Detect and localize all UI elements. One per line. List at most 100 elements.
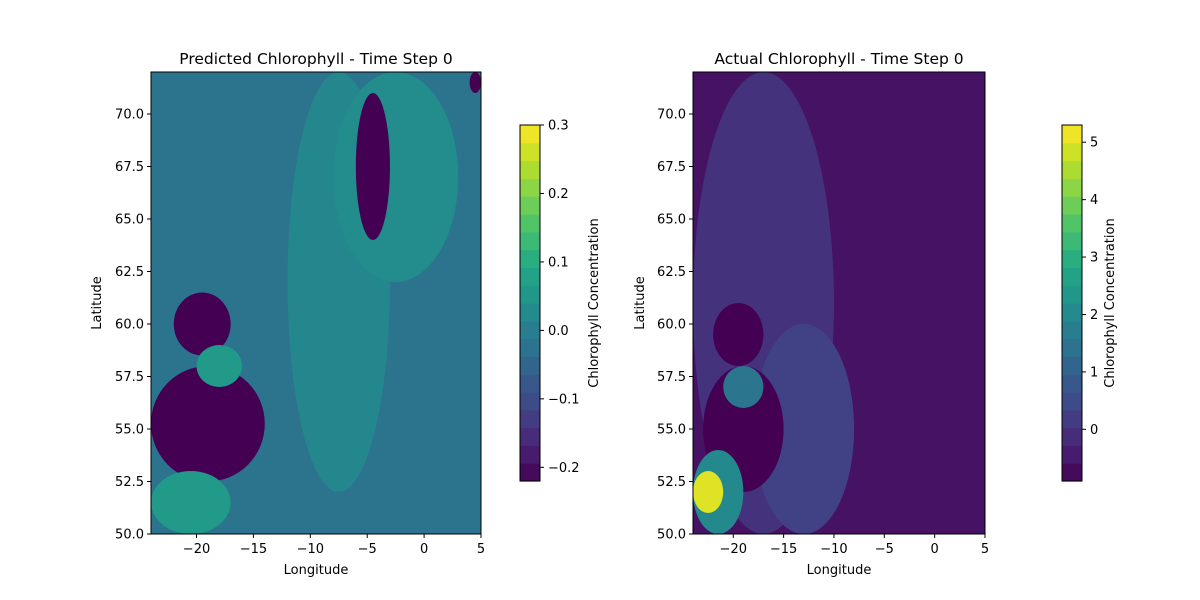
actual-colorbar-segment: [1062, 214, 1082, 233]
predicted-colorbar-segment: [520, 463, 540, 482]
predicted-colorbar-segment: [520, 356, 540, 375]
predicted-x-tick-label: −20: [183, 542, 210, 557]
predicted-colorbar-segment: [520, 409, 540, 429]
actual-colorbar-segment: [1062, 285, 1082, 304]
predicted-colorbar: −0.2 −0.1 0.0 0.1 0.2 0.3: [519, 119, 580, 482]
predicted-x-ticks: −20 −15 −10 −5 0 5: [183, 534, 485, 557]
actual-colorbar-segment: [1062, 463, 1082, 482]
predicted-colorbar-segment: [520, 214, 540, 233]
predicted-region-7: [469, 72, 481, 93]
actual-colorbar-segment: [1062, 374, 1082, 393]
predicted-colorbar-label: Chlorophyll Concentration: [587, 218, 602, 387]
actual-y-ticks: 50.0 52.5 55.0 57.5 60.0 62.5 65.0 67.5 70.0: [657, 108, 693, 543]
predicted-colorbar-segment: [520, 303, 540, 322]
predicted-x-tick-label: −15: [240, 542, 267, 557]
actual-x-tick-label: 5: [981, 542, 989, 557]
actual-plot-frame: [692, 71, 986, 535]
predicted-plot-frame: [150, 71, 482, 535]
actual-heatmap-panel: Actual Chlorophyll - Time Step 0 −20 −15 −…: [633, 50, 1118, 578]
actual-colorbar-tick-label: 2: [1090, 308, 1098, 323]
actual-colorbar-segment: [1062, 338, 1082, 357]
predicted-y-tick-label: 50.0: [115, 528, 144, 543]
predicted-colorbar-segment: [520, 178, 540, 197]
predicted-x-tick-label: −5: [358, 542, 377, 557]
predicted-y-tick-label: 70.0: [115, 108, 144, 123]
predicted-colorbar-segment: [520, 285, 540, 304]
actual-colorbar-frame: [1061, 124, 1083, 482]
actual-colorbar-segment: [1062, 392, 1082, 411]
actual-y-tick-label: 65.0: [657, 213, 686, 228]
predicted-colorbar-segment: [520, 320, 540, 340]
predicted-colorbar-segment: [520, 338, 540, 357]
predicted-colorbar-tick-label: −0.2: [548, 461, 580, 476]
actual-colorbar-segment: [1062, 356, 1082, 375]
predicted-heatmap-panel: Predicted Chlorophyll - Time Step 0 −20 −…: [90, 50, 602, 578]
actual-y-tick-label: 52.5: [657, 475, 686, 490]
predicted-colorbar-segment: [520, 196, 540, 215]
actual-x-tick-label: −10: [820, 542, 847, 557]
predicted-y-tick-label: 62.5: [115, 265, 144, 280]
predicted-x-tick-label: 0: [420, 542, 428, 557]
predicted-colorbar-frame: [519, 124, 541, 482]
predicted-chart-title: Predicted Chlorophyll - Time Step 0: [179, 50, 452, 68]
predicted-colorbar-tick-label: 0.0: [548, 324, 569, 339]
actual-colorbar-segment: [1062, 160, 1082, 179]
actual-colorbar-tick-label: 3: [1090, 251, 1098, 266]
predicted-region-2: [355, 93, 390, 240]
predicted-region-4: [151, 366, 265, 482]
predicted-colorbar-segment: [520, 427, 540, 446]
actual-colorbar-tick-label: 0: [1090, 423, 1098, 438]
actual-x-tick-label: 0: [931, 542, 939, 557]
actual-colorbar-tick-label: 1: [1090, 365, 1098, 380]
predicted-y-tick-label: 52.5: [115, 475, 144, 490]
actual-colorbar-segment: [1062, 249, 1082, 268]
actual-colorbar-segment: [1062, 231, 1082, 251]
actual-x-tick-label: −15: [770, 542, 797, 557]
predicted-x-tick-label: 5: [477, 542, 485, 557]
predicted-region-6: [196, 345, 243, 387]
predicted-x-axis-label: Longitude: [284, 563, 349, 578]
predicted-colorbar-segment: [520, 445, 540, 464]
actual-chart-title: Actual Chlorophyll - Time Step 0: [714, 50, 963, 68]
actual-x-axis-label: Longitude: [807, 563, 872, 578]
predicted-colorbar-tick-label: −0.1: [548, 392, 580, 407]
predicted-region-5: [151, 471, 231, 534]
predicted-colorbar-tick-label: 0.2: [548, 187, 569, 202]
actual-region-5: [693, 471, 724, 513]
actual-colorbar-tick-label: 5: [1090, 136, 1098, 151]
predicted-colorbar-tick-label: 0.1: [548, 255, 569, 270]
predicted-colorbar-segment: [520, 125, 540, 144]
actual-x-tick-label: −20: [720, 542, 747, 557]
predicted-colorbar-segment: [520, 160, 540, 179]
predicted-heatmap-cells: [151, 72, 481, 534]
predicted-colorbar-tick-label: 0.3: [548, 119, 569, 134]
actual-y-tick-label: 67.5: [657, 160, 686, 175]
predicted-y-tick-label: 67.5: [115, 160, 144, 175]
actual-y-tick-label: 50.0: [657, 528, 686, 543]
predicted-y-tick-label: 60.0: [115, 318, 144, 333]
actual-region-1: [753, 324, 855, 534]
actual-y-tick-label: 55.0: [657, 423, 686, 438]
actual-colorbar-tick-label: 4: [1090, 193, 1098, 208]
actual-colorbar-segment: [1062, 320, 1082, 340]
actual-colorbar-segment: [1062, 178, 1082, 197]
actual-colorbar-label: Chlorophyll Concentration: [1103, 218, 1118, 387]
predicted-y-axis-label: Latitude: [90, 276, 105, 330]
actual-y-tick-label: 70.0: [657, 108, 686, 123]
predicted-colorbar-segment: [520, 374, 540, 393]
actual-colorbar: 0 1 2 3 4 5: [1061, 124, 1098, 482]
predicted-region-3: [173, 292, 231, 356]
actual-colorbar-segment: [1062, 445, 1082, 464]
actual-y-axis-label: Latitude: [633, 276, 648, 330]
predicted-colorbar-segment: [520, 392, 540, 411]
actual-colorbar-segment: [1062, 267, 1082, 286]
actual-y-tick-label: 62.5: [657, 265, 686, 280]
actual-colorbar-segment: [1062, 125, 1082, 144]
predicted-y-ticks: 50.0 52.5 55.0 57.5 60.0 62.5 65.0 67.5 70.0: [115, 108, 151, 543]
actual-colorbar-segment: [1062, 142, 1082, 162]
actual-region-2: [713, 303, 764, 366]
actual-x-ticks: −20 −15 −10 −5 0 5: [720, 534, 989, 557]
actual-y-tick-label: 57.5: [657, 370, 686, 385]
predicted-y-tick-label: 55.0: [115, 423, 144, 438]
